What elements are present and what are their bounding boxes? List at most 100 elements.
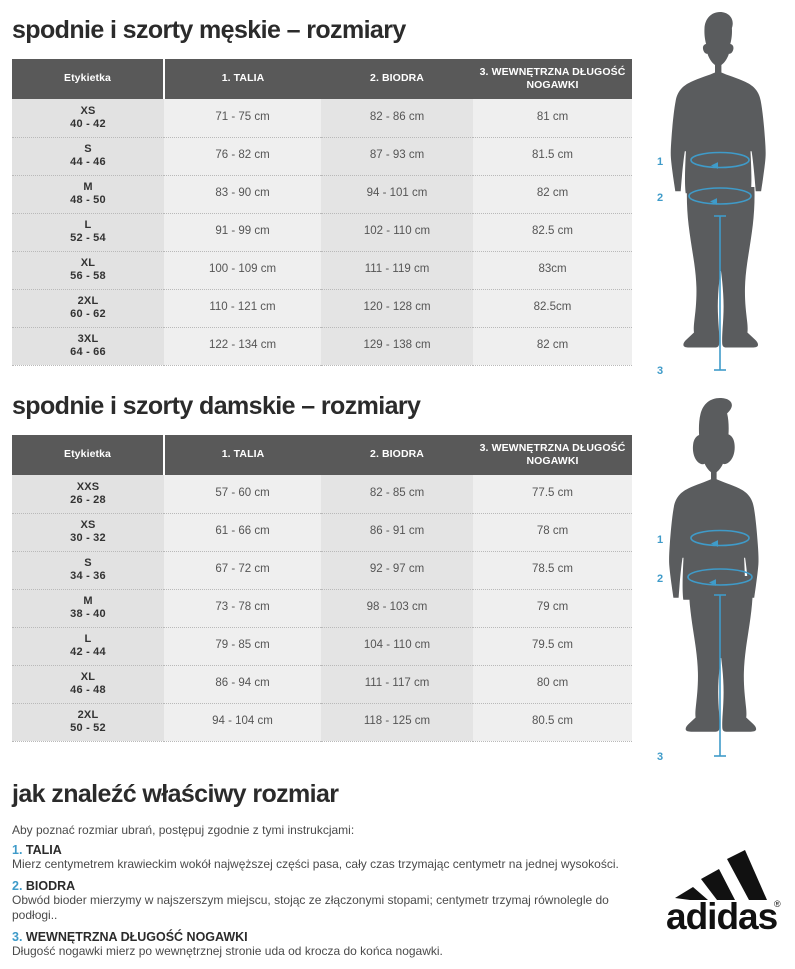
women-cell-inseam: 80.5 cm <box>473 703 632 742</box>
female-silhouette-icon <box>669 398 759 732</box>
women-header-hips: 2. BIODRA <box>321 435 473 475</box>
female-marker-3: 3 <box>657 751 663 763</box>
men-cell-label: 2XL 60 - 62 <box>12 289 164 328</box>
howto-step-text: Długość nogawki mierz po wewnętrznej str… <box>12 943 443 958</box>
men-cell-inseam: 82 cm <box>473 327 632 366</box>
howto-step: 1. TALIA Mierz centymetrem krawieckim wok… <box>12 843 645 873</box>
table-row: M 38 - 40 73 - 78 cm 98 - 103 cm 79 cm <box>12 589 632 628</box>
size-number: 48 - 50 <box>70 194 106 206</box>
howto-section: jak znaleźć właściwy rozmiar Aby poznać … <box>0 780 645 959</box>
female-marker-2: 2 <box>657 573 663 585</box>
women-cell-label: S 34 - 36 <box>12 551 164 590</box>
male-marker-2: 2 <box>657 192 663 204</box>
size-code: L <box>84 219 92 232</box>
women-header-waist: 1. TALIA <box>164 435 321 475</box>
women-cell-waist: 57 - 60 cm <box>164 475 321 514</box>
men-cell-label: XL 56 - 58 <box>12 251 164 290</box>
men-cell-waist: 76 - 82 cm <box>164 137 321 176</box>
women-cell-label: XXS 26 - 28 <box>12 475 164 514</box>
women-header-inseam: 3. WEWNĘTRZNA DŁUGOŚĆ NOGAWKI <box>473 435 632 475</box>
women-cell-hips: 104 - 110 cm <box>321 627 473 666</box>
female-figure-diagram: 1 2 3 <box>645 392 795 772</box>
table-row: XL 56 - 58 100 - 109 cm 111 - 119 cm 83cm <box>12 251 632 290</box>
men-table-head: Etykietka 1. TALIA 2. BIODRA 3. WEWNĘTRZ… <box>12 59 632 99</box>
men-cell-inseam: 82 cm <box>473 175 632 214</box>
women-cell-waist: 67 - 72 cm <box>164 551 321 590</box>
men-header-inseam-line1: 3. WEWNĘTRZNA DŁUGOŚĆ <box>479 65 626 78</box>
men-cell-hips: 120 - 128 cm <box>321 289 473 328</box>
men-cell-label: XS 40 - 42 <box>12 99 164 138</box>
women-cell-waist: 73 - 78 cm <box>164 589 321 628</box>
size-code: 2XL <box>77 295 99 308</box>
women-cell-waist: 61 - 66 cm <box>164 513 321 552</box>
table-row: 2XL 60 - 62 110 - 121 cm 120 - 128 cm 82.5cm <box>12 289 632 328</box>
size-code: XL <box>80 257 96 270</box>
size-code: L <box>84 633 92 646</box>
men-header-inseam-line2: NOGAWKI <box>526 79 579 91</box>
size-number: 60 - 62 <box>70 308 106 320</box>
size-number: 40 - 42 <box>70 117 106 130</box>
howto-step-name: TALIA <box>25 843 62 857</box>
women-cell-inseam: 78.5 cm <box>473 551 632 590</box>
men-cell-inseam: 81 cm <box>473 99 632 138</box>
male-figure-svg: 1 2 3 <box>657 12 766 377</box>
male-waist-measure-icon <box>690 151 750 169</box>
table-row: XL 46 - 48 86 - 94 cm 111 - 117 cm 80 cm <box>12 665 632 704</box>
howto-step-number: 3. <box>12 929 26 944</box>
table-row: L 52 - 54 91 - 99 cm 102 - 110 cm 82.5 cm <box>12 213 632 252</box>
female-figure-svg: 1 2 3 <box>657 398 759 763</box>
table-row: M 48 - 50 83 - 90 cm 94 - 101 cm 82 cm <box>12 175 632 214</box>
table-row: XS 30 - 32 61 - 66 cm 86 - 91 cm 78 cm <box>12 513 632 552</box>
howto-step-text: Mierz centymetrem krawieckim wokół najwę… <box>12 857 619 871</box>
size-number: 26 - 28 <box>70 493 106 506</box>
men-cell-waist: 91 - 99 cm <box>164 213 321 252</box>
women-size-table: Etykietka 1. TALIA 2. BIODRA 3. WEWNĘTRZ… <box>12 435 632 742</box>
table-row: XS 40 - 42 71 - 75 cm 82 - 86 cm 81 cm <box>12 99 632 138</box>
table-row: S 34 - 36 67 - 72 cm 92 - 97 cm 78.5 cm <box>12 551 632 590</box>
men-cell-waist: 71 - 75 cm <box>164 99 321 138</box>
table-row: XXS 26 - 28 57 - 60 cm 82 - 85 cm 77.5 cm <box>12 475 632 514</box>
men-cell-waist: 83 - 90 cm <box>164 175 321 214</box>
male-marker-3: 3 <box>657 365 663 377</box>
women-cell-inseam: 77.5 cm <box>473 475 632 514</box>
size-code: S <box>84 557 92 570</box>
women-cell-hips: 82 - 85 cm <box>321 475 473 514</box>
adidas-logo: adidas ® <box>645 845 795 969</box>
male-hip-measure-icon <box>688 187 752 205</box>
women-section-title: spodnie i szorty damskie – rozmiary <box>12 392 421 420</box>
women-section: spodnie i szorty damskie – rozmiary Etyk… <box>0 392 645 742</box>
size-code: M <box>83 595 93 608</box>
size-code: M <box>83 181 93 194</box>
women-header-label: Etykietka <box>12 435 165 475</box>
men-cell-hips: 87 - 93 cm <box>321 137 473 176</box>
howto-title: jak znaleźć właściwy rozmiar <box>12 780 339 808</box>
adidas-logo-svg: adidas ® <box>666 850 781 937</box>
women-cell-inseam: 79 cm <box>473 589 632 628</box>
women-cell-hips: 92 - 97 cm <box>321 551 473 590</box>
table-row: 3XL 64 - 66 122 - 134 cm 129 - 138 cm 82 cm <box>12 327 632 366</box>
women-cell-hips: 111 - 117 cm <box>321 665 473 704</box>
men-header-waist: 1. TALIA <box>164 59 321 99</box>
figures-column: 1 2 3 <box>645 0 795 969</box>
howto-step-name: BIODRA <box>25 878 76 893</box>
size-code: XS <box>80 519 96 532</box>
women-cell-waist: 79 - 85 cm <box>164 627 321 666</box>
men-cell-label: S 44 - 46 <box>12 137 164 176</box>
women-header-row: Etykietka 1. TALIA 2. BIODRA 3. WEWNĘTRZ… <box>12 435 632 475</box>
women-cell-label: L 42 - 44 <box>12 627 164 666</box>
women-cell-label: XL 46 - 48 <box>12 665 164 704</box>
men-header-label: Etykietka <box>12 59 165 99</box>
women-header-inseam-line1: 3. WEWNĘTRZNA DŁUGOŚĆ <box>479 441 626 454</box>
size-code: S <box>84 143 92 156</box>
size-number: 34 - 36 <box>70 570 106 582</box>
men-cell-hips: 94 - 101 cm <box>321 175 473 214</box>
size-number: 56 - 58 <box>70 270 106 282</box>
women-cell-hips: 98 - 103 cm <box>321 589 473 628</box>
size-number: 38 - 40 <box>70 608 106 620</box>
howto-step-name: WEWNĘTRZNA DŁUGOŚĆ NOGAWKI <box>25 929 248 944</box>
men-cell-inseam: 82.5cm <box>473 289 632 328</box>
women-cell-hips: 118 - 125 cm <box>321 703 473 742</box>
men-section-title: spodnie i szorty męskie – rozmiary <box>12 16 406 44</box>
women-cell-label: M 38 - 40 <box>12 589 164 628</box>
